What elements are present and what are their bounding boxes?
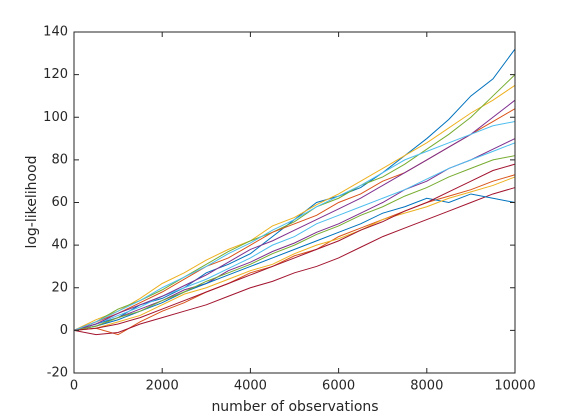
x-axis-label: number of observations bbox=[211, 399, 378, 415]
y-axis-label: log-likelihood bbox=[24, 155, 40, 248]
series-line bbox=[73, 99, 516, 331]
series-line bbox=[73, 163, 516, 331]
y-tick-label: 0 bbox=[60, 323, 68, 338]
x-tick-label: 10000 bbox=[494, 379, 535, 394]
y-tick-label: -20 bbox=[47, 366, 68, 381]
x-tick-label: 4000 bbox=[234, 379, 267, 394]
y-tick-label: 100 bbox=[43, 110, 68, 125]
x-tick-label: 6000 bbox=[322, 379, 355, 394]
x-tick-label: 8000 bbox=[410, 379, 443, 394]
x-tick-label: 2000 bbox=[146, 379, 179, 394]
series-line bbox=[73, 174, 516, 336]
series-line bbox=[73, 121, 516, 331]
series-line bbox=[73, 138, 516, 331]
series-line bbox=[73, 74, 516, 331]
y-tick-label: 40 bbox=[51, 238, 68, 253]
y-tick-label: 80 bbox=[51, 152, 68, 167]
x-tick-label: 0 bbox=[70, 379, 78, 394]
y-tick-label: 140 bbox=[43, 25, 68, 40]
series-line bbox=[73, 176, 516, 331]
y-tick-label: 20 bbox=[51, 280, 68, 295]
series-line bbox=[73, 187, 516, 336]
series-line bbox=[73, 142, 516, 331]
y-tick-label: 120 bbox=[43, 67, 68, 82]
series-line bbox=[73, 155, 516, 331]
y-tick-label: 60 bbox=[51, 195, 68, 210]
series-line bbox=[73, 84, 516, 331]
